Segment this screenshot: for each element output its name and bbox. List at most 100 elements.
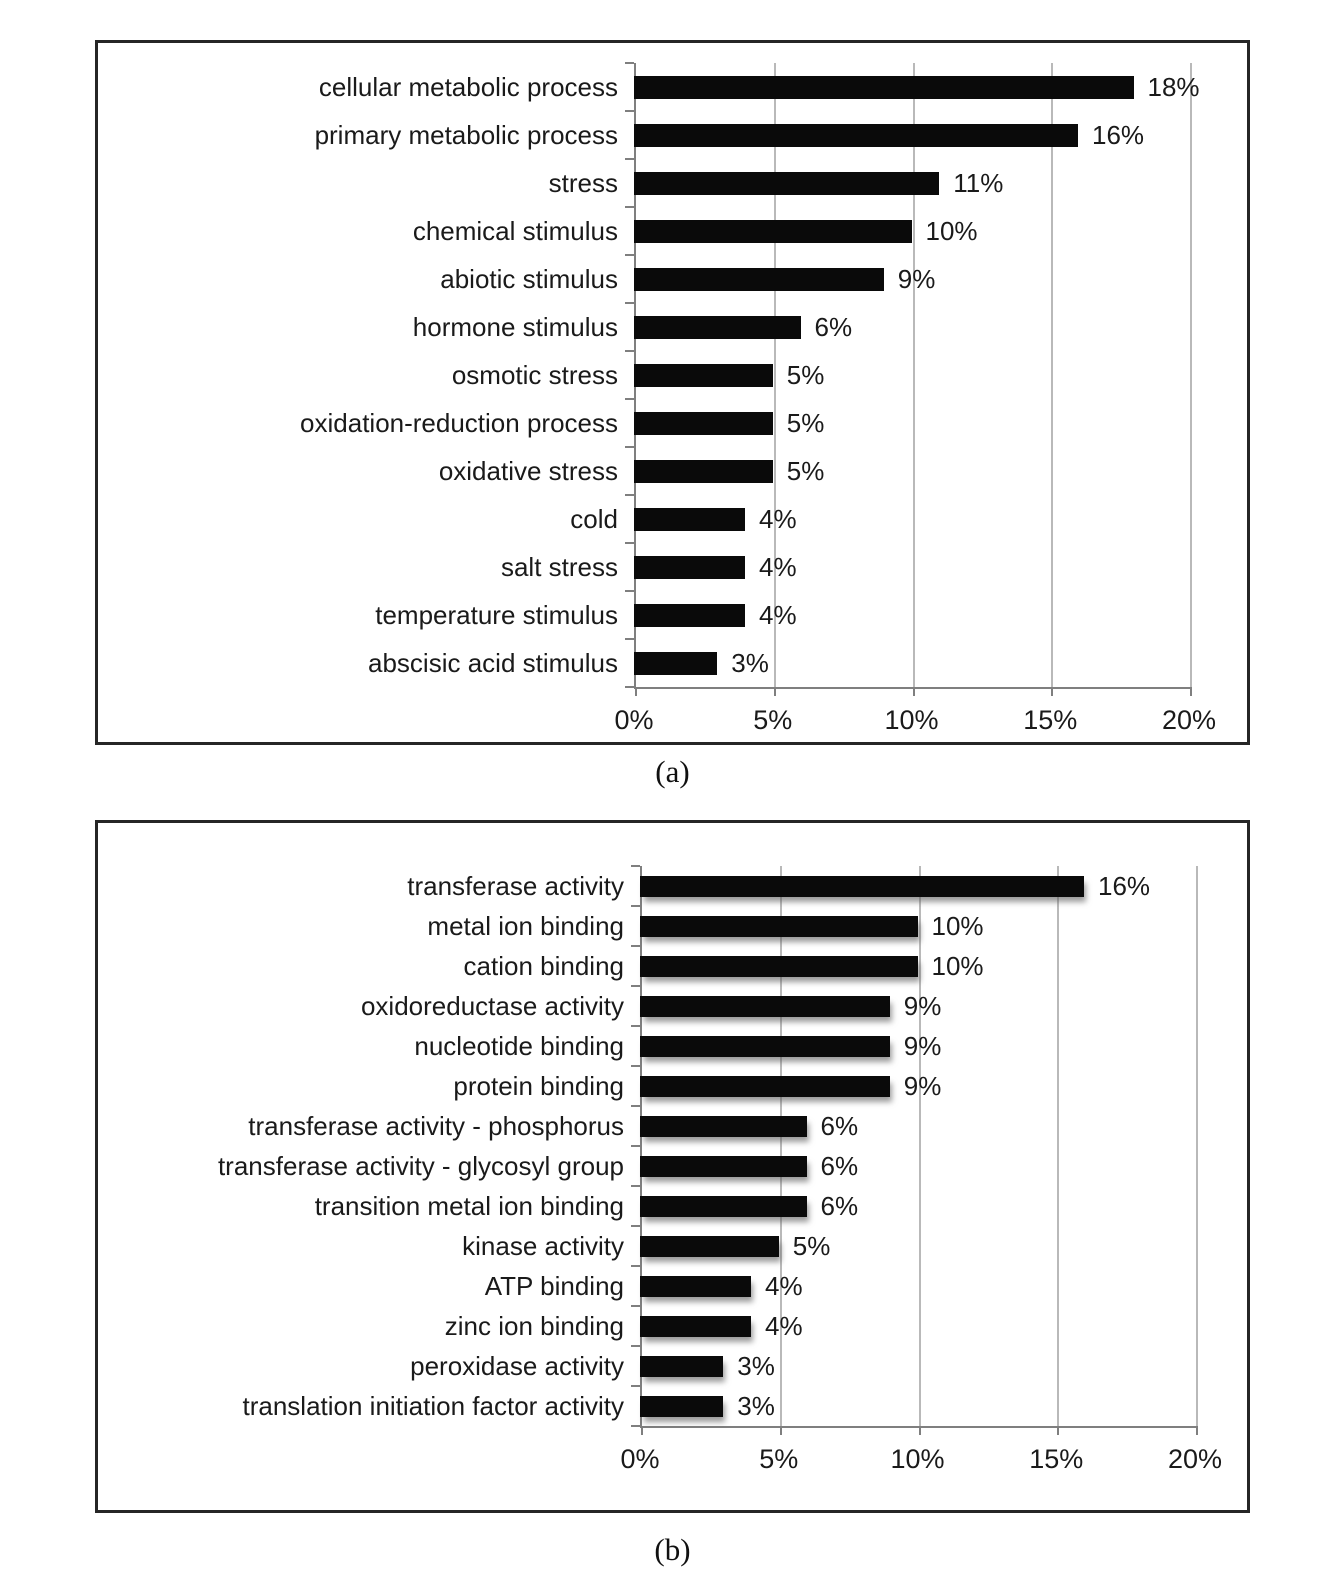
gridline [1196,866,1198,1426]
bar [640,915,918,937]
chart-panel-a: cellular metabolic process 18% primary m… [95,40,1250,745]
bar [634,603,745,627]
bar [634,171,940,195]
category-label: cation binding [463,950,624,981]
y-axis-tick [625,638,634,640]
bar-row: salt stress 4% [98,543,1247,591]
bar [634,363,773,387]
bar-row: nucleotide binding 9% [98,1026,1247,1066]
bar [640,995,890,1017]
y-axis-tick [625,302,634,304]
y-axis-tick [631,1105,640,1107]
bar-row: kinase activity 5% [98,1226,1247,1266]
value-label: 9% [903,990,942,1021]
bar [634,459,773,483]
bar [640,1395,724,1417]
bar [634,555,745,579]
bar-row: transferase activity - glycosyl group 6% [98,1146,1247,1186]
bar-row: translation initiation factor activity 3… [98,1386,1247,1426]
y-axis-tick [631,985,640,987]
bar-row: protein binding 9% [98,1066,1247,1106]
y-axis-tick [631,865,640,867]
category-label: chemical stimulus [412,215,618,246]
x-axis-tick [918,1426,921,1435]
bar-track: 10% [640,906,1195,946]
y-axis-tick [631,1385,640,1387]
category-label: peroxidase activity [410,1350,624,1381]
bar-track: 16% [634,111,1189,159]
bar [640,1315,751,1337]
value-label: 5% [786,455,825,486]
value-label: 3% [737,1390,775,1421]
bar [640,1275,751,1297]
category-label: osmotic stress [451,359,618,390]
value-label: 4% [765,1310,803,1341]
bar-row: temperature stimulus 4% [98,591,1247,639]
y-axis-tick [631,1425,640,1427]
bar-row: metal ion binding 10% [98,906,1247,946]
bar-track: 4% [634,543,1189,591]
chart-panel-b: transferase activity 16% metal ion bindi… [95,820,1250,1513]
bar-track: 5% [640,1226,1195,1266]
bar-track: 18% [634,63,1200,111]
bar [634,267,884,291]
bar-track: 3% [640,1346,1195,1386]
x-axis-tick [1190,687,1192,696]
plot-grid [631,865,1198,1435]
bar-row: transition metal ion binding 6% [98,1186,1247,1226]
bar [640,1155,807,1177]
value-label: 4% [765,1270,803,1301]
bar-track: 5% [634,399,1189,447]
bar [640,1075,890,1097]
category-label: metal ion binding [427,910,624,941]
x-tick-label: 0% [620,1444,660,1474]
value-label: 6% [820,1110,859,1141]
bar [640,1195,807,1217]
category-label: oxidoreductase activity [360,990,624,1021]
value-label: 3% [737,1350,775,1381]
gridline [779,866,782,1426]
bar-track: 6% [634,303,1189,351]
category-label: abiotic stimulus [440,263,618,294]
bar [640,955,918,977]
x-axis-tick [773,687,776,696]
x-axis-tick [1196,1426,1198,1435]
bar-row: cellular metabolic process 18% [98,63,1247,111]
category-label: oxidation-reduction process [300,407,618,438]
bar-row: peroxidase activity 3% [98,1346,1247,1386]
gridline [918,866,921,1426]
value-label: 5% [792,1230,831,1261]
y-axis-tick [625,446,634,448]
category-label: zinc ion binding [444,1310,624,1341]
bar-track: 10% [640,946,1195,986]
value-label: 5% [786,359,825,390]
y-axis-tick [631,1185,640,1187]
y-axis-tick [625,350,634,352]
category-label: cellular metabolic process [318,71,618,102]
bar-track: 9% [640,1026,1195,1066]
value-label: 4% [759,551,797,582]
bar-row: hormone stimulus 6% [98,303,1247,351]
gridline [912,63,915,687]
bar-row: chemical stimulus 10% [98,207,1247,255]
bar-row: osmotic stress 5% [98,351,1247,399]
category-label: transition metal ion binding [314,1190,624,1221]
x-tick-label: 15% [1023,705,1078,735]
category-label: temperature stimulus [375,599,618,630]
y-axis-tick [631,1305,640,1307]
x-axis-tick [1051,687,1054,696]
bar [640,1035,890,1057]
bar-track: 16% [640,866,1195,906]
y-axis-tick [625,110,634,112]
y-axis-tick [625,590,634,592]
category-label: kinase activity [462,1230,624,1261]
gridline [773,63,776,687]
y-axis-tick [625,158,634,160]
category-label: nucleotide binding [414,1030,624,1061]
value-label: 10% [931,950,984,981]
category-label: transferase activity - glycosyl group [217,1150,624,1181]
bar [640,1355,724,1377]
x-tick-label: 5% [753,705,793,735]
bar-row: oxidation-reduction process 5% [98,399,1247,447]
value-label: 10% [925,215,978,246]
